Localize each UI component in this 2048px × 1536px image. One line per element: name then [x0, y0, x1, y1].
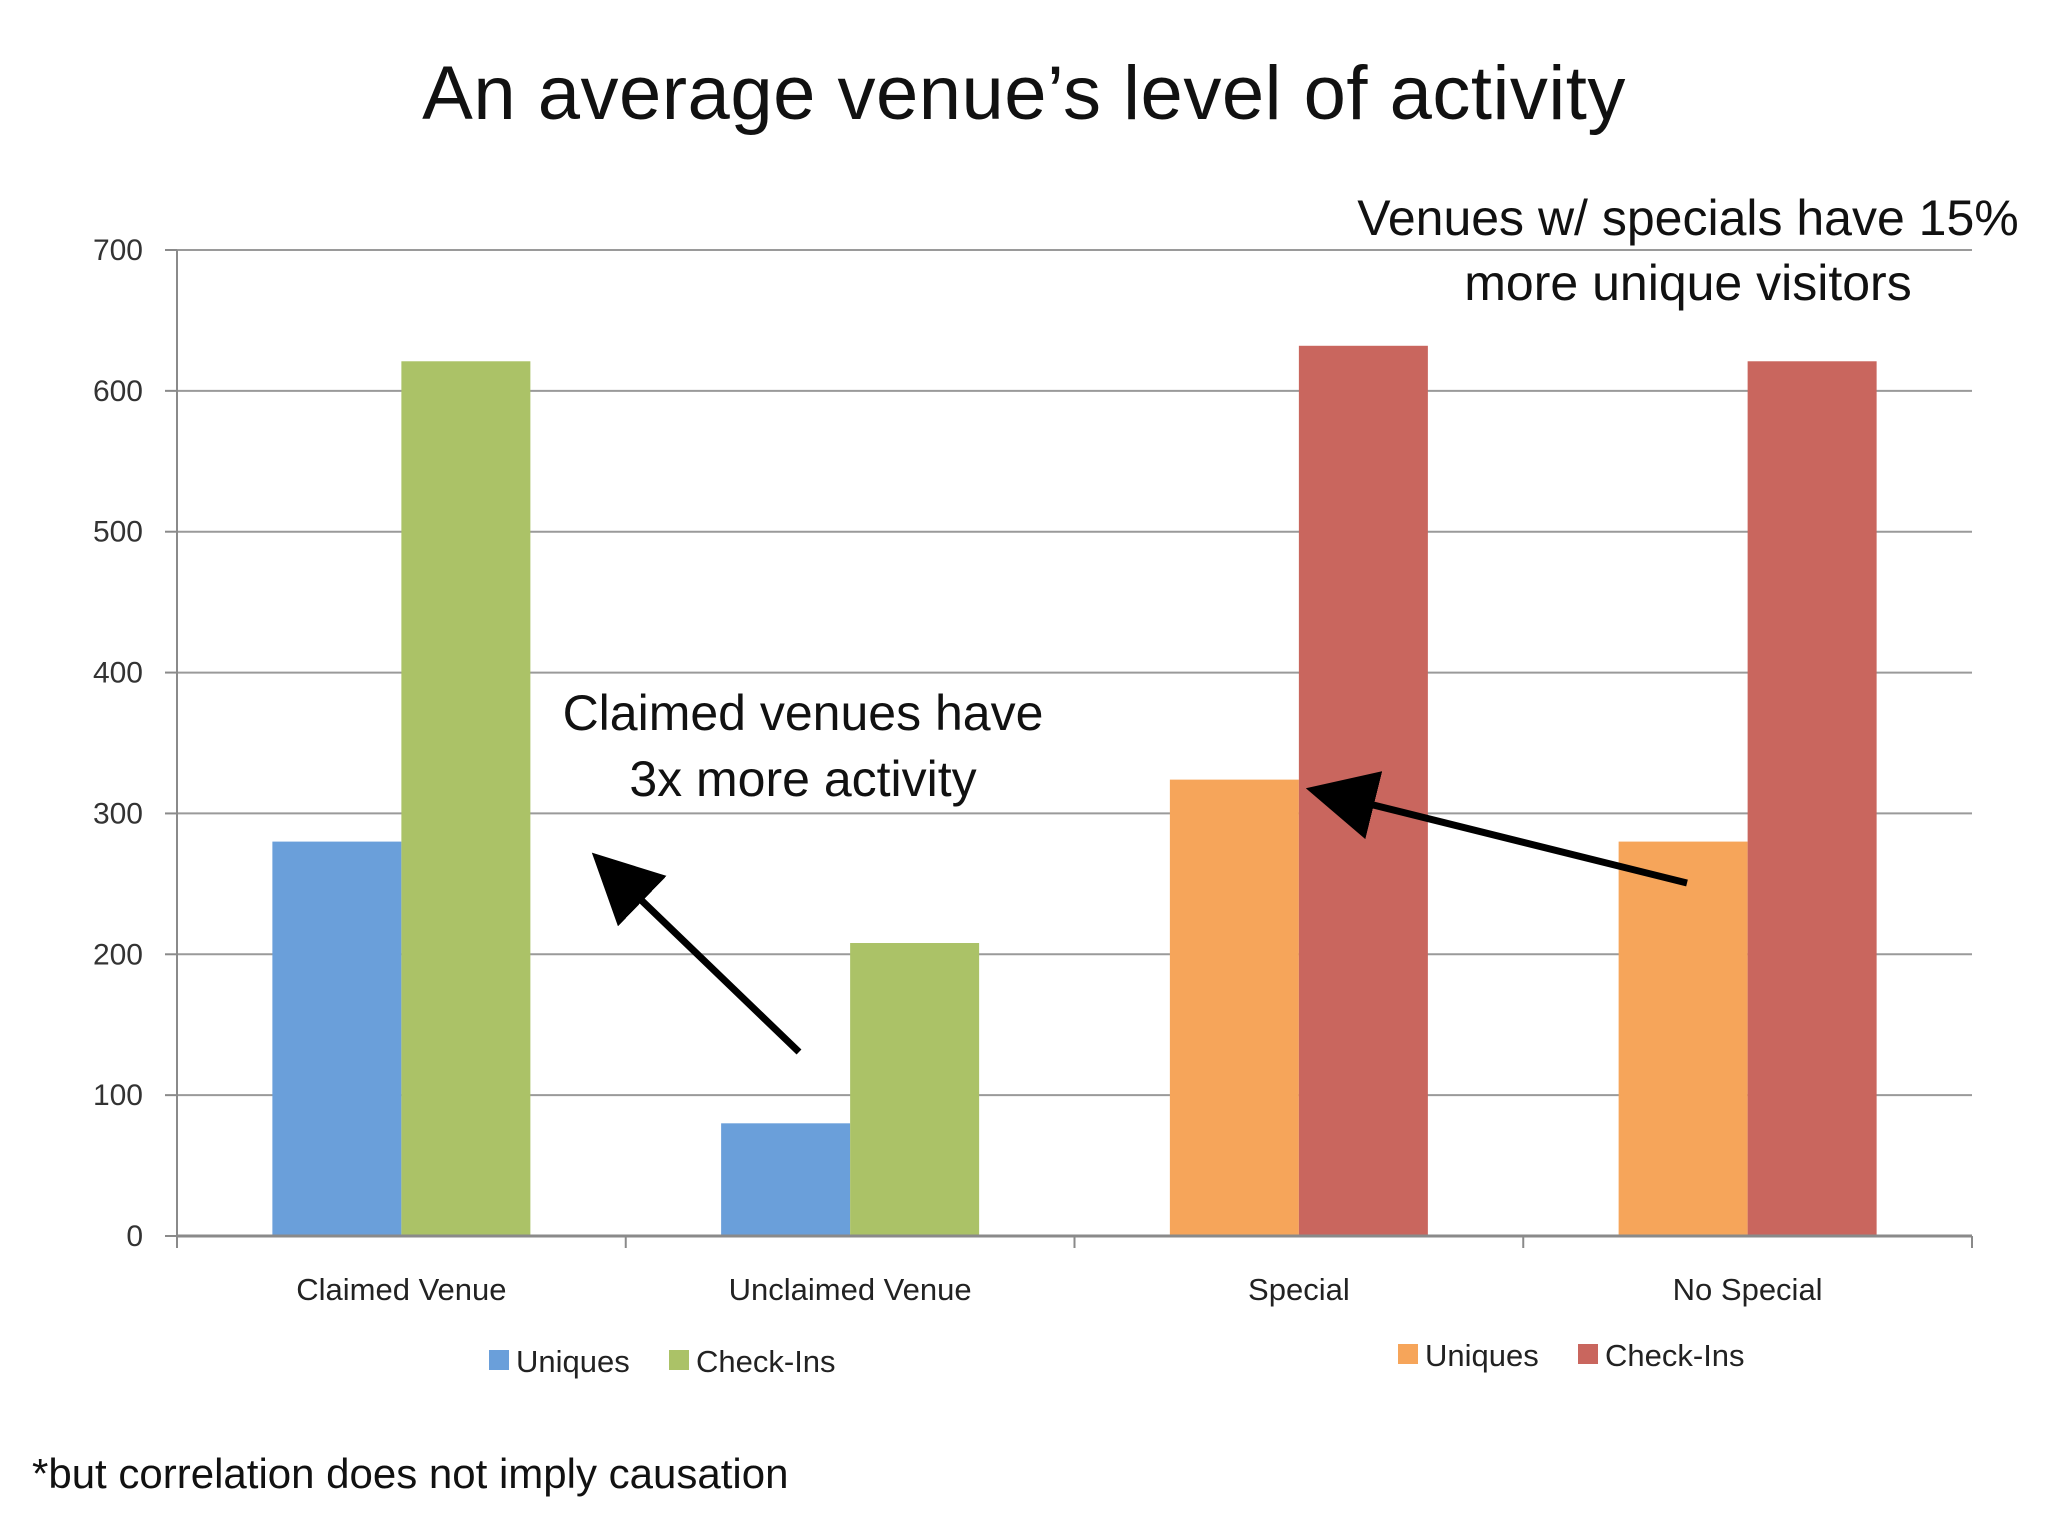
y-tick-label: 200: [93, 938, 143, 971]
legend-label: Uniques: [516, 1344, 630, 1379]
bar-unclaimed-venue-uniques: [721, 1123, 851, 1236]
y-tick-label: 100: [93, 1079, 143, 1112]
bar-claimed-venue-check-ins: [401, 361, 531, 1237]
axes: 0 100 200 300 400 500 600 700 Claimed Venue Uncla…: [93, 234, 1973, 1307]
bar-no-special-uniques: [1618, 841, 1748, 1236]
x-tick-label: Unclaimed Venue: [729, 1272, 972, 1307]
bars: [272, 345, 1877, 1237]
bar-special-check-ins: [1298, 345, 1428, 1237]
legend-swatch: [669, 1350, 689, 1370]
y-tick-label: 400: [93, 657, 143, 690]
arrow-claimed: [591, 852, 802, 1055]
annotation-specials-line1: Venues w/ specials have 15%: [1357, 190, 2019, 246]
legend-swatch: [1398, 1344, 1418, 1364]
annotation-specials-line2: more unique visitors: [1464, 255, 1911, 311]
legend-swatch: [1578, 1344, 1598, 1364]
footnote: *but correlation does not imply causatio…: [32, 1450, 789, 1497]
x-tick-label: Claimed Venue: [296, 1272, 506, 1307]
y-tick-label: 700: [93, 234, 143, 267]
bar-claimed-venue-uniques: [272, 841, 402, 1236]
x-tick-label: Special: [1248, 1272, 1350, 1307]
bar-special-uniques: [1169, 779, 1299, 1236]
y-tick-label: 300: [93, 797, 143, 830]
y-tick-label: 0: [126, 1220, 143, 1253]
annotation-claimed-line2: 3x more activity: [629, 751, 976, 807]
legend-label: Check-Ins: [696, 1344, 836, 1379]
x-tick-label: No Special: [1673, 1272, 1823, 1307]
bar-unclaimed-venue-check-ins: [850, 943, 980, 1236]
annotation-claimed-line1: Claimed venues have: [563, 685, 1044, 741]
legend-label: Check-Ins: [1605, 1338, 1745, 1373]
arrow-special: [1305, 771, 1688, 887]
bar-no-special-check-ins: [1747, 361, 1877, 1237]
y-tick-label: 600: [93, 375, 143, 408]
chart-title: An average venue’s level of activity: [422, 51, 1626, 136]
legend-swatch: [489, 1350, 509, 1370]
legend-label: Uniques: [1425, 1338, 1539, 1373]
y-tick-label: 500: [93, 516, 143, 549]
legends: Uniques Check-Ins Uniques Check-Ins: [489, 1338, 1745, 1379]
